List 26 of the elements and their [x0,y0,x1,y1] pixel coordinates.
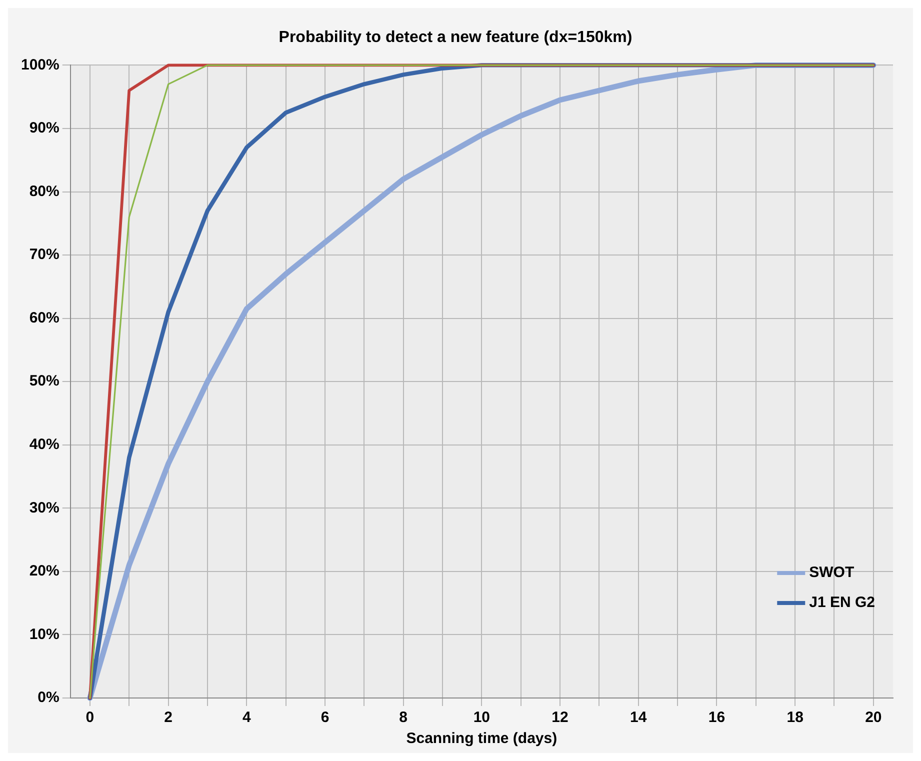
y-tick-label: 40% [29,436,60,454]
chart-title: Probability to detect a new feature (dx=150km) [278,29,632,46]
y-tick-label: 70% [29,246,60,264]
y-tick-label: 80% [29,182,60,200]
legend-label: J1 EN G2 [809,594,876,612]
x-tick-label: 2 [164,709,172,726]
x-tick-label: 18 [786,709,804,726]
x-tick-label: 14 [630,709,648,726]
x-tick-label: 12 [552,709,568,726]
x-tick-label: 20 [865,709,882,726]
x-tick-label: 0 [86,709,94,726]
y-tick-label: 60% [29,309,60,326]
y-tick-label: 30% [29,499,60,516]
y-tick-label: 0% [38,689,60,706]
y-tick-label: 20% [29,562,60,580]
legend-label: SWOT [809,564,854,582]
x-tick-label: 6 [320,709,330,726]
y-tick-label: 90% [29,120,60,137]
x-tick-label: 8 [399,709,408,726]
y-tick-label: 100% [20,56,60,74]
x-tick-label: 16 [708,709,726,726]
y-tick-label: 10% [29,626,60,643]
y-tick-label: 50% [29,372,60,390]
x-axis-title: Scanning time (days) [406,730,558,748]
x-tick-label: 10 [473,709,490,726]
x-tick-label: 4 [242,709,252,726]
